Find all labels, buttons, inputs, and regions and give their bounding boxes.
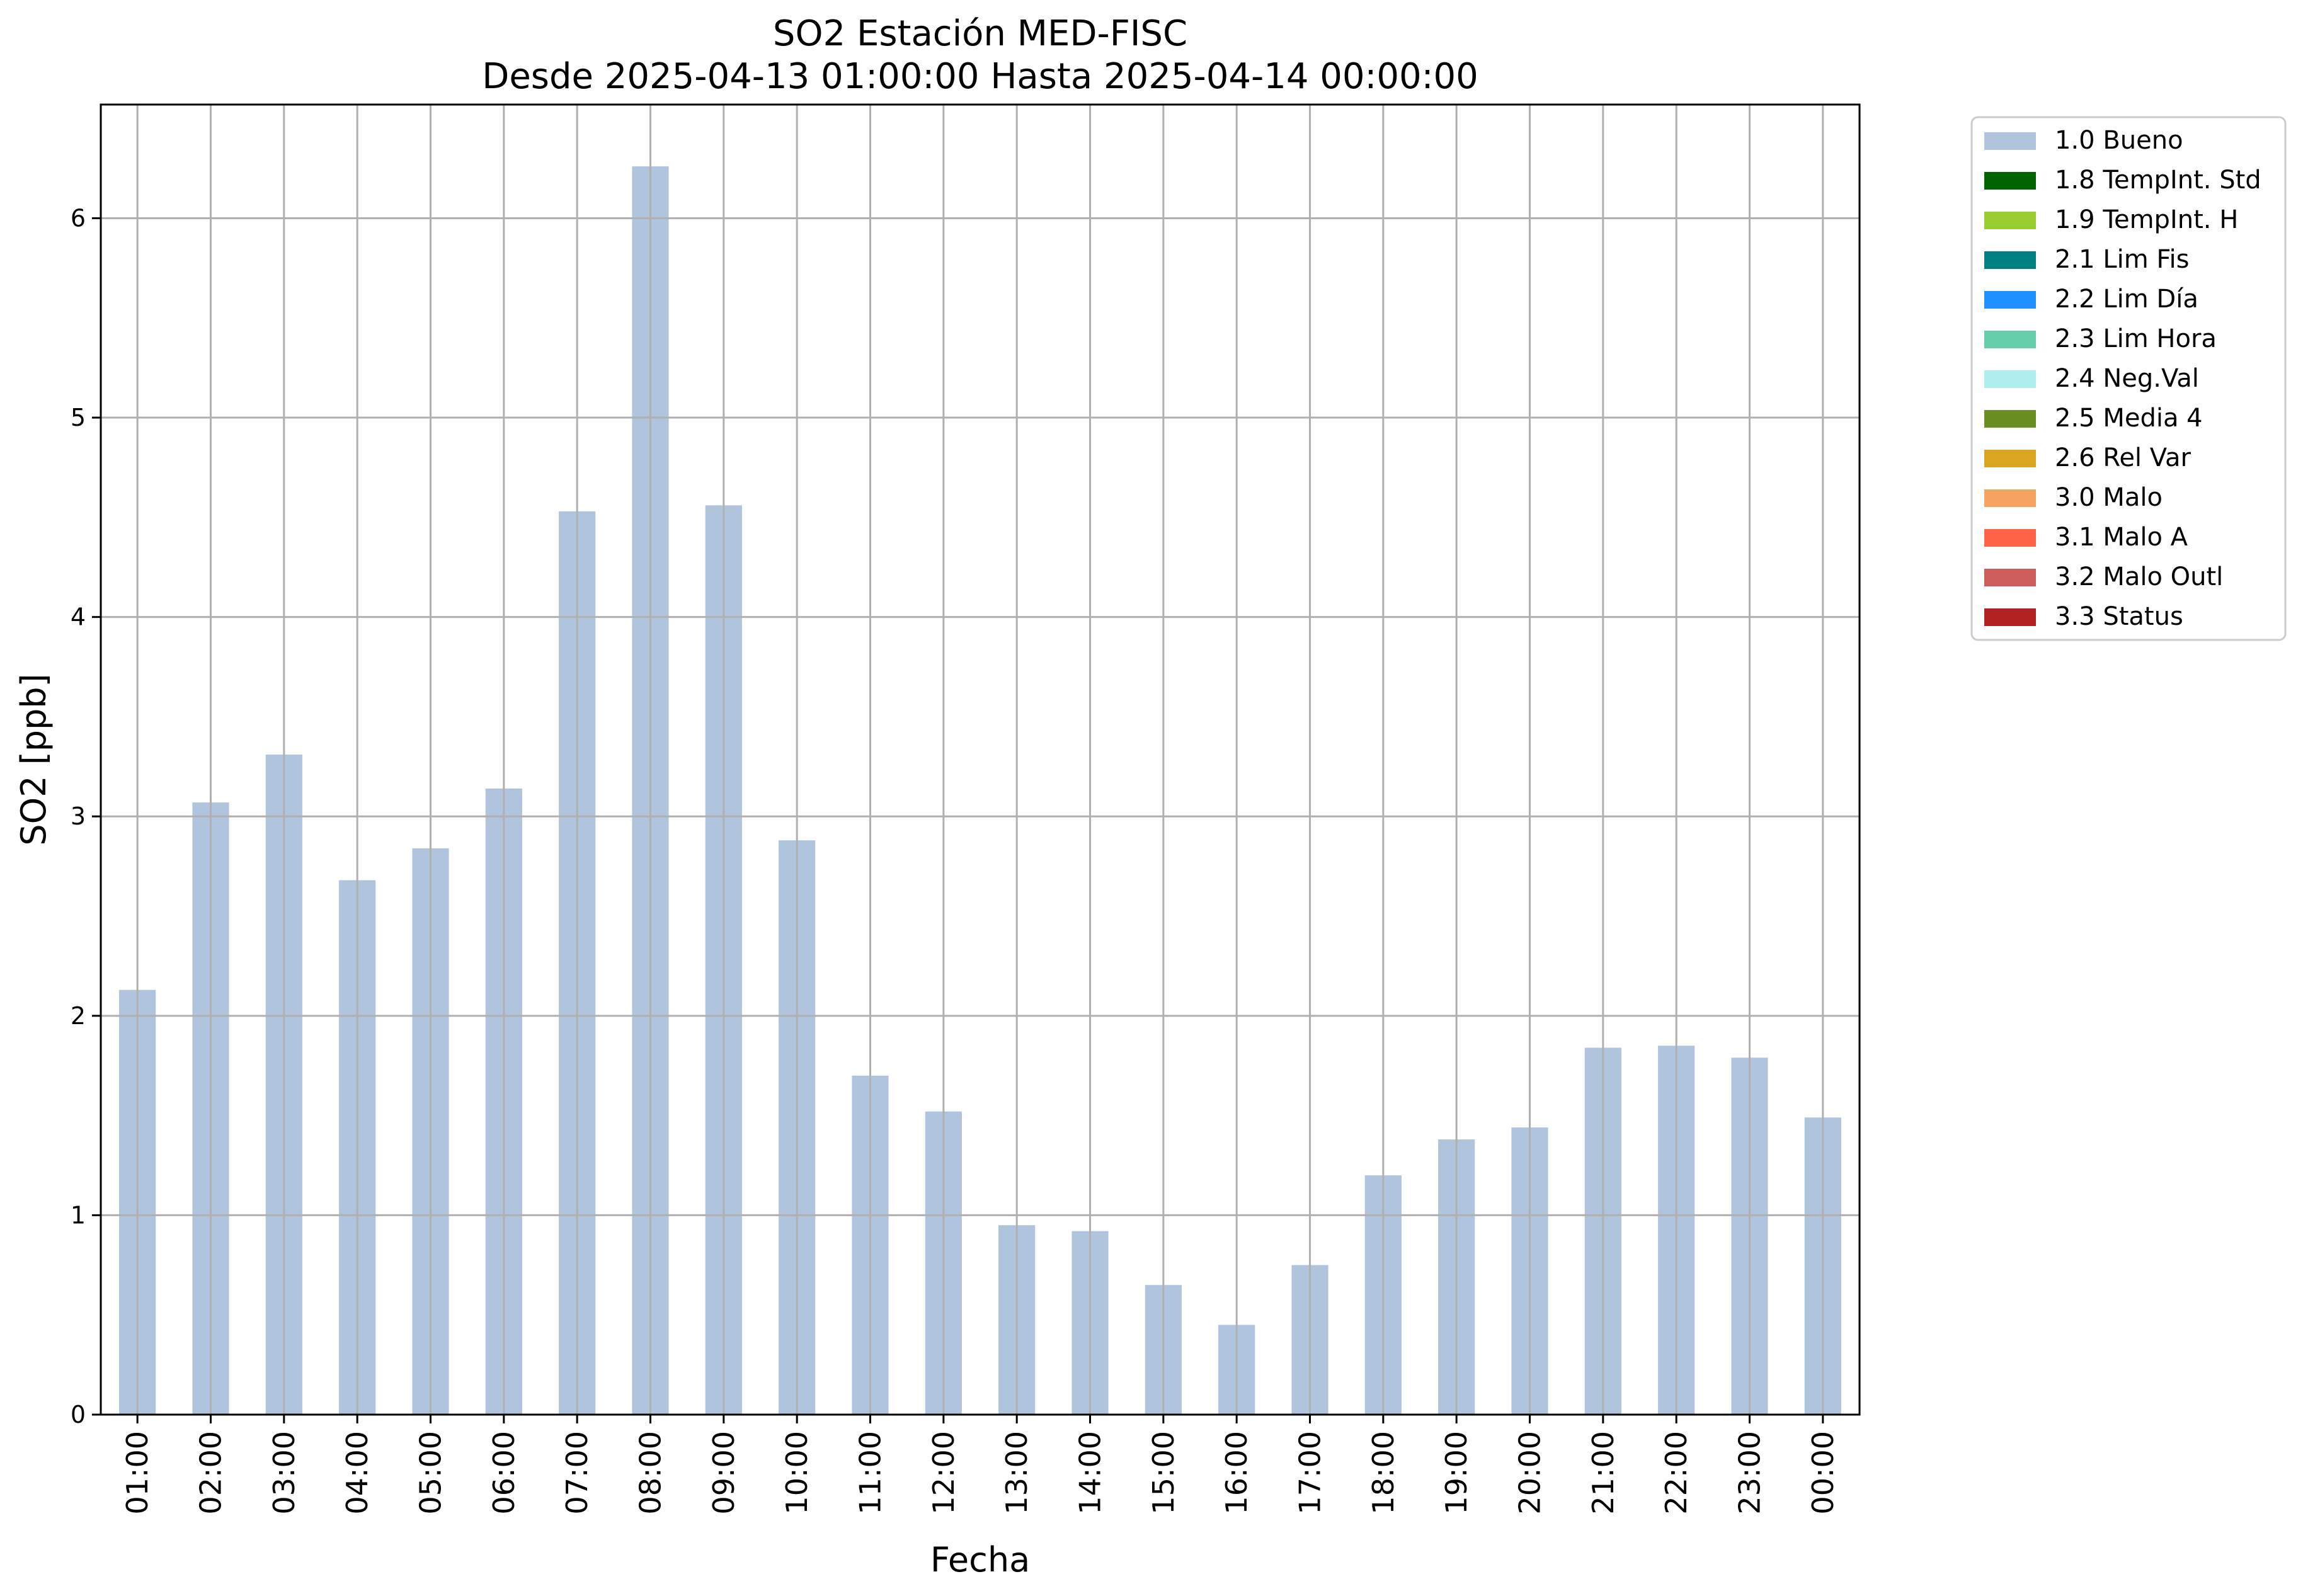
legend-label: 1.9 TempInt. H (2055, 205, 2238, 234)
legend-label: 1.0 Bueno (2055, 126, 2183, 155)
legend-swatch (1984, 450, 2036, 467)
legend-label: 3.1 Malo A (2055, 523, 2188, 552)
x-tick-label: 17:00 (1293, 1431, 1327, 1515)
y-tick-label: 4 (71, 603, 86, 631)
x-tick-label: 22:00 (1659, 1431, 1693, 1515)
legend: 1.0 Bueno 1.8 TempInt. Std 1.9 TempInt. H 2… (1970, 116, 2287, 641)
bars-layer (119, 166, 1841, 1415)
x-tick-label: 04:00 (340, 1431, 374, 1515)
x-tick-label: 02:00 (194, 1431, 228, 1515)
x-tick-label: 20:00 (1513, 1431, 1547, 1515)
x-tick-label: 00:00 (1806, 1431, 1840, 1515)
legend-label: 2.4 Neg.Val (2055, 364, 2199, 393)
legend-label: 2.3 Lim Hora (2055, 324, 2217, 353)
x-tick-label: 19:00 (1439, 1431, 1473, 1515)
x-tick-label: 16:00 (1220, 1431, 1254, 1515)
x-tick-label: 14:00 (1073, 1431, 1107, 1515)
legend-label: 3.0 Malo (2055, 483, 2163, 512)
x-tick-label: 13:00 (1000, 1431, 1034, 1515)
legend-label: 3.3 Status (2055, 602, 2183, 631)
x-tick-label: 21:00 (1586, 1431, 1620, 1515)
y-tick-label: 2 (71, 1002, 86, 1030)
y-tick-label: 0 (71, 1401, 86, 1428)
y-axis: 0 1 2 3 4 5 6 (71, 204, 101, 1428)
x-tick-label: 01:00 (120, 1431, 154, 1515)
legend-swatch (1984, 331, 2036, 348)
legend-label: 2.6 Rel Var (2055, 443, 2192, 472)
y-tick-label: 5 (71, 404, 86, 431)
y-tick-label: 1 (71, 1201, 86, 1229)
x-tick-label: 15:00 (1146, 1431, 1180, 1515)
legend-frame (1970, 116, 2287, 641)
x-axis-label: Fecha (930, 1540, 1030, 1580)
x-tick-label: 23:00 (1733, 1431, 1767, 1515)
legend-label: 2.2 Lim Día (2055, 285, 2198, 314)
legend-swatch (1984, 212, 2036, 229)
legend-swatch (1984, 489, 2036, 507)
x-axis: 01:00 02:00 03:00 04:00 05:00 06:00 07:00 08:00… (120, 1415, 1840, 1515)
x-tick-label: 06:00 (487, 1431, 521, 1515)
plot-area-frame (100, 103, 1861, 1416)
legend-label: 2.1 Lim Fis (2055, 245, 2189, 274)
x-tick-label: 10:00 (780, 1431, 814, 1515)
legend-swatch (1984, 529, 2036, 547)
legend-swatch (1984, 608, 2036, 626)
legend-swatch (1984, 370, 2036, 388)
legend-swatch (1984, 251, 2036, 269)
x-tick-label: 18:00 (1366, 1431, 1400, 1515)
x-tick-label: 09:00 (707, 1431, 741, 1515)
y-axis-label: SO2 [ppb] (14, 673, 54, 845)
legend-swatch (1984, 291, 2036, 309)
legend-swatch (1984, 132, 2036, 150)
legend-label: 2.5 Media 4 (2055, 404, 2203, 433)
x-tick-label: 08:00 (634, 1431, 668, 1515)
y-tick-label: 3 (71, 802, 86, 830)
legend-items: 1.0 Bueno 1.8 TempInt. Std 1.9 TempInt. H 2… (1984, 126, 2261, 631)
x-tick-label: 05:00 (414, 1431, 448, 1515)
chart-subtitle: Desde 2025-04-13 01:00:00 Hasta 2025-04-… (482, 56, 1478, 97)
x-tick-label: 12:00 (927, 1431, 961, 1515)
legend-label: 3.2 Malo Outl (2055, 562, 2223, 591)
x-tick-label: 11:00 (854, 1431, 888, 1515)
legend-label: 1.8 TempInt. Std (2055, 166, 2261, 195)
y-tick-label: 6 (71, 204, 86, 232)
legend-swatch (1984, 569, 2036, 586)
x-tick-label: 03:00 (267, 1431, 301, 1515)
chart-title: SO2 Estación MED-FISC (773, 13, 1187, 54)
x-tick-label: 07:00 (560, 1431, 594, 1515)
legend-swatch (1984, 172, 2036, 190)
legend-swatch (1984, 410, 2036, 428)
